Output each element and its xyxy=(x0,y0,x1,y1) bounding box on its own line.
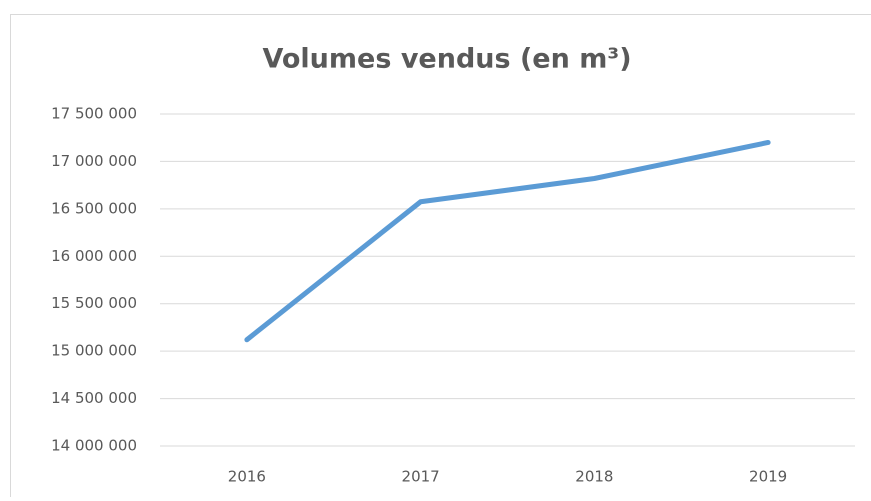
y-tick-label: 15 000 000 xyxy=(51,342,137,360)
y-tick-label: 17 000 000 xyxy=(51,152,137,170)
chart-frame xyxy=(11,15,871,498)
x-tick-label: 2018 xyxy=(575,468,613,486)
y-tick-label: 16 500 000 xyxy=(51,199,137,217)
x-tick-label: 2016 xyxy=(228,468,266,486)
y-tick-label: 16 000 000 xyxy=(51,247,137,265)
y-tick-label: 14 500 000 xyxy=(51,389,137,407)
y-tick-label: 15 500 000 xyxy=(51,294,137,312)
x-tick-label: 2019 xyxy=(749,468,787,486)
y-tick-label: 14 000 000 xyxy=(51,437,137,455)
x-tick-label: 2017 xyxy=(402,468,440,486)
chart-title: Volumes vendus (en m³) xyxy=(262,44,631,75)
y-tick-label: 17 500 000 xyxy=(51,105,137,123)
